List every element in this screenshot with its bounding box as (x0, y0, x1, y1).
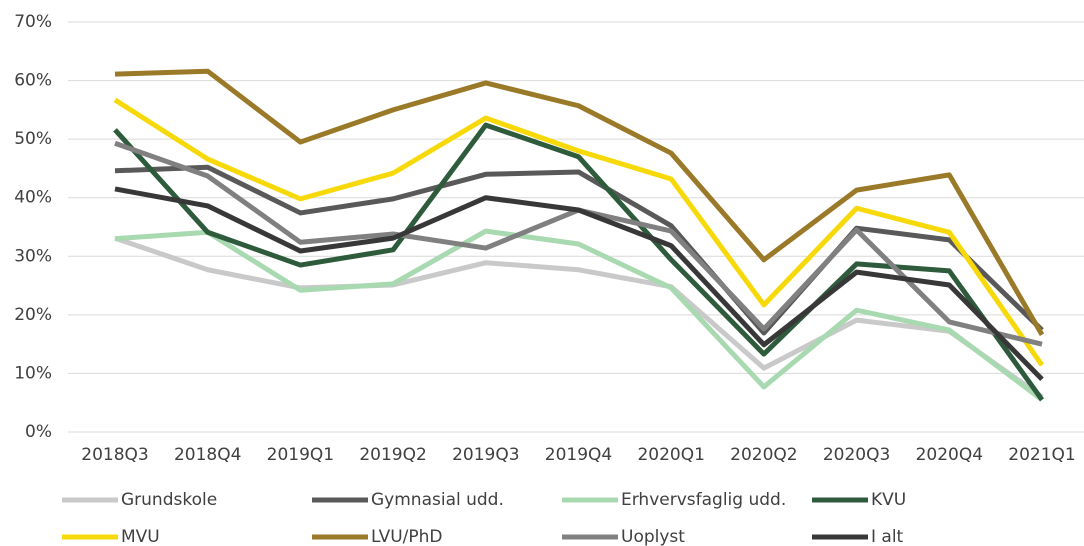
series-line (113, 97, 1045, 367)
x-tick-label: 2020Q1 (637, 445, 704, 465)
x-tick-label: 2020Q4 (916, 445, 983, 465)
x-tick-label: 2018Q3 (81, 445, 148, 465)
series-line (113, 122, 1045, 402)
x-tick-label: 2021Q1 (1008, 445, 1075, 465)
series-line (114, 186, 1044, 382)
legend-label: Grundskole (121, 490, 217, 510)
series-line (114, 228, 1044, 402)
series-line (114, 235, 1044, 399)
legend-label: Gymnasial udd. (371, 490, 504, 510)
x-tick-label: 2020Q2 (730, 445, 797, 465)
y-tick-label: 20% (14, 305, 52, 325)
legend-label: Erhvervsfaglig udd. (621, 490, 786, 510)
legend-label: Uoplyst (621, 527, 685, 546)
y-tick-label: 10% (14, 363, 52, 383)
y-tick-label: 50% (14, 129, 52, 149)
y-tick-label: 60% (14, 71, 52, 91)
y-tick-label: 70% (14, 12, 52, 32)
y-tick-label: 40% (14, 188, 52, 208)
x-tick-label: 2019Q4 (545, 445, 612, 465)
x-tick-label: 2020Q3 (823, 445, 890, 465)
series-line (114, 68, 1045, 337)
series-line (114, 164, 1044, 336)
legend-label: KVU (871, 490, 906, 510)
y-tick-label: 30% (14, 246, 52, 266)
legend-label: I alt (871, 527, 904, 546)
x-tick-label: 2019Q1 (267, 445, 334, 465)
y-tick-label: 0% (25, 422, 52, 442)
legend-label: MVU (121, 527, 160, 546)
legend-label: LVU/PhD (371, 527, 443, 546)
x-tick-label: 2018Q4 (174, 445, 241, 465)
x-tick-label: 2019Q2 (359, 445, 426, 465)
x-tick-label: 2019Q3 (452, 445, 519, 465)
